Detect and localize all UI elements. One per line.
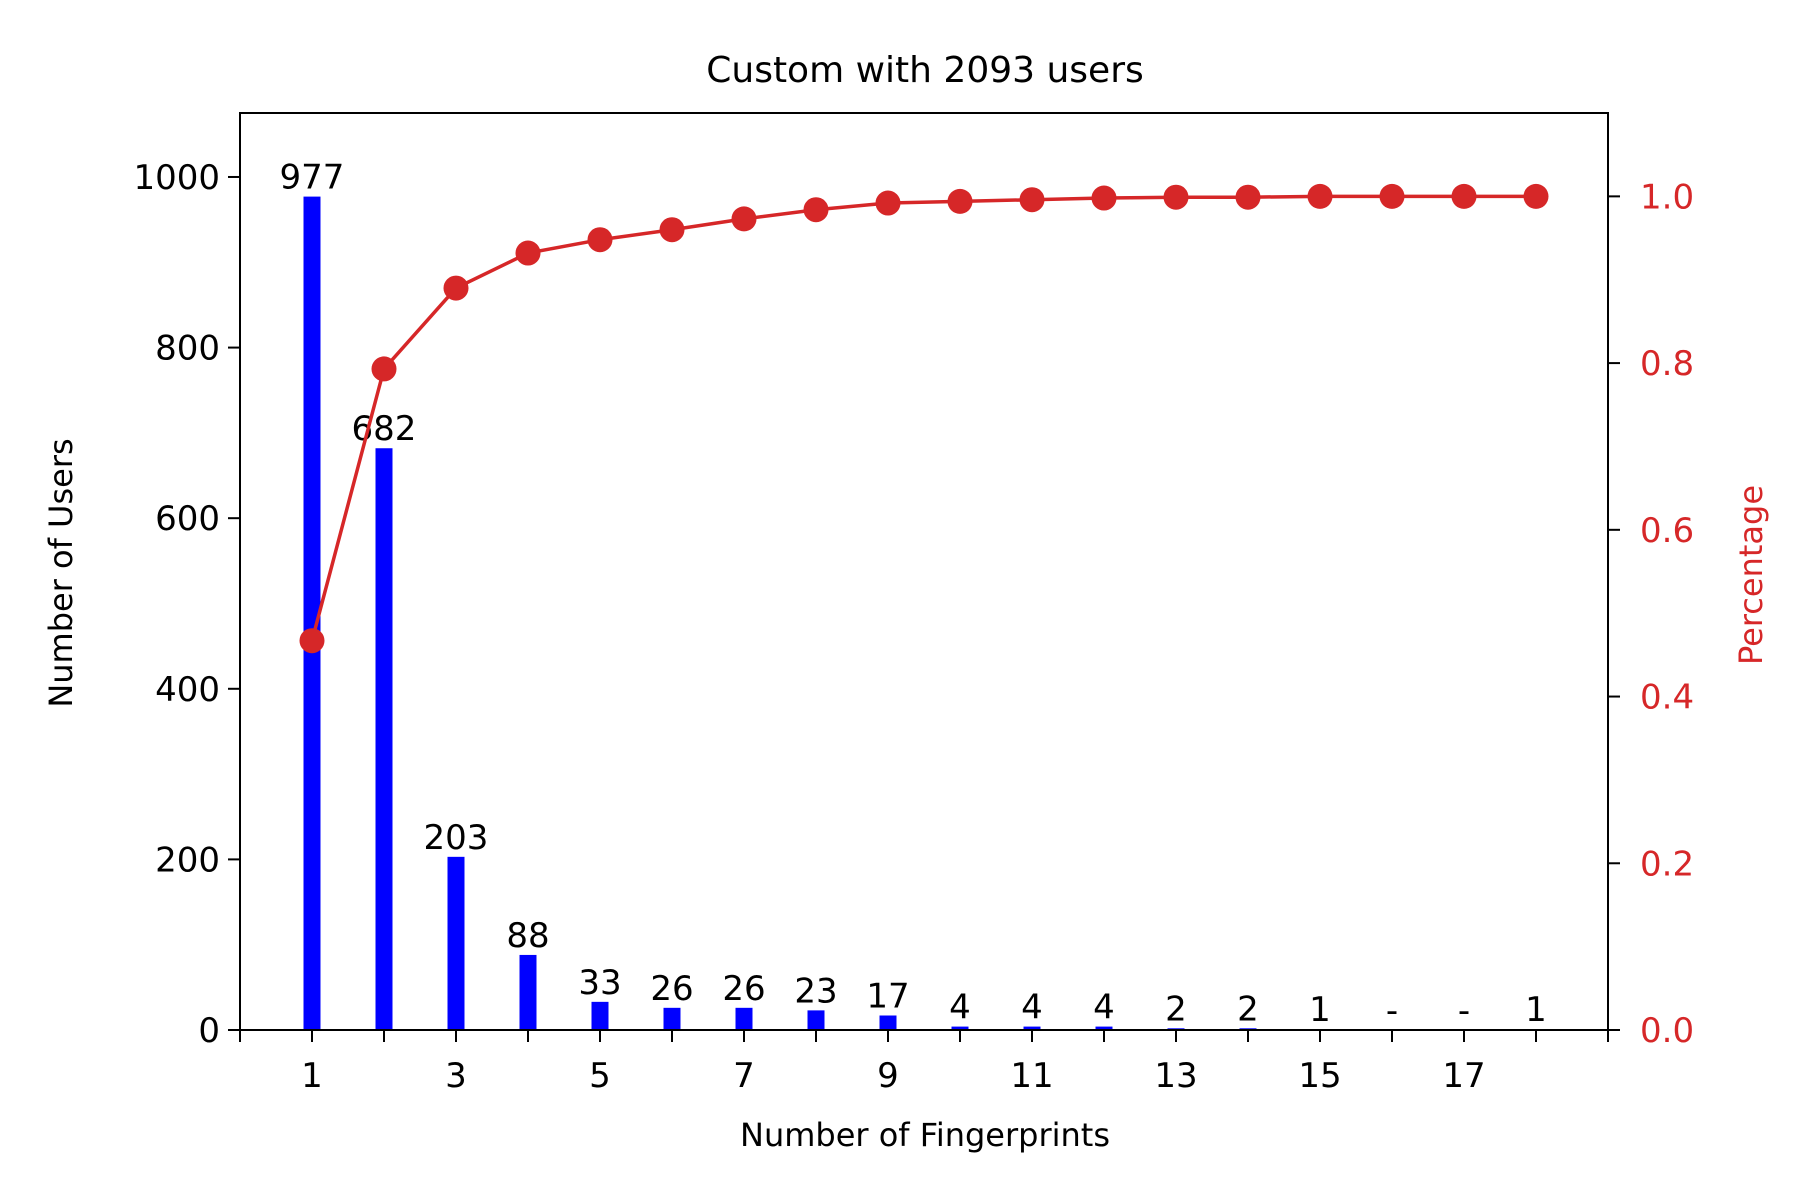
bar-value-label: 26 <box>650 969 693 1009</box>
y2-tick-label: 0.8 <box>1640 344 1694 384</box>
line-point <box>1019 187 1045 213</box>
line-point <box>1379 183 1405 209</box>
bar-value-label: 203 <box>424 818 489 858</box>
line-point <box>371 356 397 382</box>
y2-tick-label: 1.0 <box>1640 177 1694 217</box>
y-axis-label: Number of Users <box>42 438 80 707</box>
x-axis-label: Number of Fingerprints <box>740 1116 1110 1154</box>
bar <box>519 954 537 1030</box>
x-tick-label: 17 <box>1442 1056 1485 1096</box>
bar-value-label: 4 <box>1021 988 1043 1028</box>
x-tick-label: 9 <box>877 1056 899 1096</box>
chart-title: Custom with 2093 users <box>706 50 1144 91</box>
line-point <box>1163 184 1189 210</box>
bar-value-label: 4 <box>1093 988 1115 1028</box>
bar <box>1023 1026 1041 1030</box>
bar-value-label: - <box>1458 991 1470 1031</box>
plot-frame <box>239 112 1609 1031</box>
y-tick-label: 0 <box>198 1011 220 1051</box>
bar-value-label: 4 <box>949 988 971 1028</box>
y2-tick-label: 0.4 <box>1640 678 1694 718</box>
bar <box>735 1007 753 1030</box>
y-tick-label: 600 <box>155 499 220 539</box>
bar <box>375 448 393 1030</box>
x-tick-label: 3 <box>445 1056 467 1096</box>
line-point <box>1307 183 1333 209</box>
bar-value-label: 88 <box>506 916 549 956</box>
bar-value-label: - <box>1386 991 1398 1031</box>
y2-axis-label: Percentage <box>1732 485 1770 665</box>
line-point <box>587 227 613 253</box>
line-point <box>731 206 757 232</box>
x-tick-label: 5 <box>589 1056 611 1096</box>
line-point <box>947 188 973 214</box>
line-point <box>443 275 469 301</box>
y-tick-label: 1000 <box>133 158 220 198</box>
line-point <box>875 190 901 216</box>
line-point <box>803 197 829 223</box>
x-tick-label: 1 <box>301 1056 323 1096</box>
x-tick-label: 11 <box>1010 1056 1053 1096</box>
bar-value-label: 2 <box>1237 989 1259 1029</box>
line-point <box>1523 183 1549 209</box>
bar-value-label: 17 <box>866 976 909 1016</box>
bar <box>663 1007 681 1030</box>
y-tick-label: 400 <box>155 670 220 710</box>
y-tick-label: 200 <box>155 840 220 880</box>
bar <box>591 1001 609 1030</box>
bar <box>879 1015 897 1030</box>
line-point <box>299 628 325 654</box>
bar <box>1095 1026 1113 1030</box>
line-point <box>1235 184 1261 210</box>
bar-value-label: 977 <box>280 158 345 198</box>
x-tick-label: 7 <box>733 1056 755 1096</box>
bar <box>951 1026 969 1030</box>
bar <box>807 1010 825 1030</box>
bar-value-label: 23 <box>794 971 837 1011</box>
line-point <box>515 240 541 266</box>
y2-tick-label: 0.2 <box>1640 844 1694 884</box>
bar-value-label: 2 <box>1165 989 1187 1029</box>
y2-tick-label: 0.6 <box>1640 511 1694 551</box>
bar-value-label: 1 <box>1309 990 1331 1030</box>
y2-tick-label: 0.0 <box>1640 1011 1694 1051</box>
bar-value-label: 682 <box>352 409 417 449</box>
bar-value-label: 1 <box>1525 990 1547 1030</box>
bar-value-label: 33 <box>578 963 621 1003</box>
bar <box>447 856 465 1030</box>
line-point <box>1091 185 1117 211</box>
x-tick-label: 15 <box>1298 1056 1341 1096</box>
y-tick-label: 800 <box>155 329 220 369</box>
line-point <box>1451 183 1477 209</box>
x-tick-label: 13 <box>1154 1056 1197 1096</box>
bar <box>303 196 321 1030</box>
bar-value-label: 26 <box>722 969 765 1009</box>
line-point <box>659 217 685 243</box>
